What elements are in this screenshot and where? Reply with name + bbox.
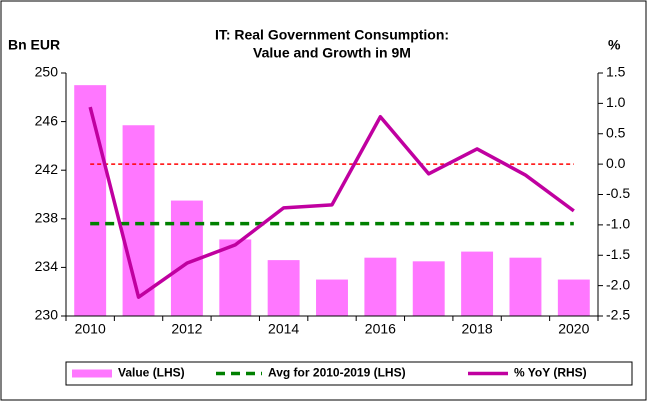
bar [219, 239, 252, 316]
legend-swatch [72, 369, 112, 378]
y2-tick-label: 0.5 [606, 124, 626, 140]
bar [316, 279, 348, 316]
legend-label: % YoY (RHS) [514, 366, 587, 380]
y2-tick-label: -2.0 [606, 276, 630, 292]
y-tick-label: 238 [35, 210, 59, 226]
y-tick-label: 246 [35, 112, 59, 128]
legend-box [65, 361, 633, 386]
y-tick-label: 250 [35, 64, 59, 80]
bar [122, 125, 155, 317]
bar [412, 261, 445, 316]
bar [74, 85, 107, 317]
bar [509, 257, 542, 316]
legend-label: Value (LHS) [118, 366, 185, 380]
bar [364, 257, 397, 316]
x-tick-label: 2016 [365, 321, 396, 337]
y2-tick-label: 1.0 [606, 94, 626, 110]
bar [267, 260, 300, 316]
legend-label: Avg for 2010-2019 (LHS) [268, 366, 406, 380]
y-axis-label: Bn EUR [8, 37, 60, 53]
y-tick-label: 242 [35, 161, 59, 177]
y2-tick-label: 1.5 [606, 64, 626, 80]
bar [557, 279, 590, 316]
x-tick-label: 2012 [171, 321, 202, 337]
x-tick-label: 2020 [558, 321, 589, 337]
bar [461, 251, 494, 316]
yoy-line [88, 106, 575, 299]
y2-tick-label: 0.0 [606, 155, 626, 171]
y2-tick-label: -1.5 [606, 246, 630, 262]
x-tick-label: 2010 [75, 321, 106, 337]
y-tick-label: 234 [35, 258, 59, 274]
x-tick-label: 2018 [462, 321, 493, 337]
y2-axis-label: % [608, 37, 621, 53]
x-tick-label: 2014 [268, 321, 299, 337]
chart-title: IT: Real Government Consumption: [215, 27, 449, 43]
y2-tick-label: -2.5 [606, 307, 630, 323]
y2-tick-label: -0.5 [606, 185, 630, 201]
y2-tick-label: -1.0 [606, 216, 630, 232]
chart-title: Value and Growth in 9M [253, 45, 411, 61]
y-tick-label: 230 [35, 307, 59, 323]
